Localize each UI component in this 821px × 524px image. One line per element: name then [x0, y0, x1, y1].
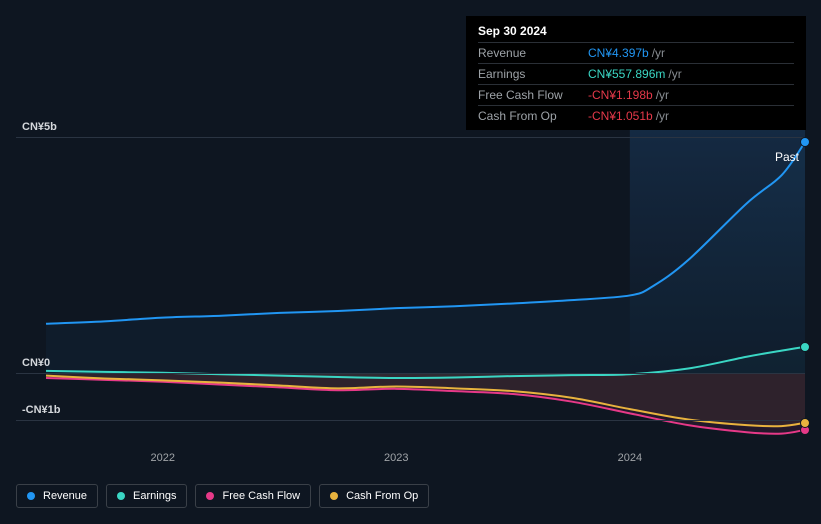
- legend-item-label: Cash From Op: [346, 490, 418, 502]
- tooltip-row-value: -CN¥1.051b/yr: [588, 109, 794, 123]
- legend-item-earnings[interactable]: Earnings: [106, 484, 187, 508]
- y-axis-label: CN¥5b: [22, 121, 57, 133]
- x-axis-label: 2023: [384, 452, 408, 464]
- y-gridline: [16, 420, 805, 421]
- legend-item-cfo[interactable]: Cash From Op: [319, 484, 429, 508]
- tooltip-row: Free Cash Flow-CN¥1.198b/yr: [478, 84, 794, 105]
- tooltip-row: RevenueCN¥4.397b/yr: [478, 42, 794, 63]
- tooltip-row-label: Revenue: [478, 46, 588, 60]
- legend-item-fcf[interactable]: Free Cash Flow: [195, 484, 311, 508]
- tooltip-row-label: Cash From Op: [478, 109, 588, 123]
- tooltip-row: Cash From Op-CN¥1.051b/yr: [478, 105, 794, 126]
- x-axis-label: 2022: [151, 452, 175, 464]
- y-axis-label: -CN¥1b: [22, 404, 61, 416]
- series-endpoint-revenue: [800, 137, 810, 147]
- tooltip-row-label: Free Cash Flow: [478, 88, 588, 102]
- tooltip-row: EarningsCN¥557.896m/yr: [478, 63, 794, 84]
- tooltip-row-value: CN¥4.397b/yr: [588, 46, 794, 60]
- y-gridline: [16, 373, 805, 374]
- legend: Revenue Earnings Free Cash Flow Cash From O…: [16, 484, 429, 508]
- legend-dot-icon: [117, 492, 125, 500]
- series-endpoint-earnings: [800, 342, 810, 352]
- legend-item-label: Free Cash Flow: [222, 490, 300, 502]
- x-axis-label: 2024: [618, 452, 642, 464]
- legend-item-label: Revenue: [43, 490, 87, 502]
- legend-dot-icon: [206, 492, 214, 500]
- past-region-label: Past: [775, 150, 799, 164]
- tooltip-row-value: -CN¥1.198b/yr: [588, 88, 794, 102]
- tooltip-row-value: CN¥557.896m/yr: [588, 67, 794, 81]
- series-endpoint-cfo: [800, 418, 810, 428]
- legend-dot-icon: [330, 492, 338, 500]
- legend-dot-icon: [27, 492, 35, 500]
- y-gridline: [16, 137, 805, 138]
- chart-svg: [16, 128, 805, 444]
- tooltip-date: Sep 30 2024: [478, 24, 794, 42]
- legend-item-revenue[interactable]: Revenue: [16, 484, 98, 508]
- tooltip-panel: Sep 30 2024 RevenueCN¥4.397b/yrEarningsC…: [466, 16, 806, 130]
- legend-item-label: Earnings: [133, 490, 176, 502]
- chart-plot-area: [16, 128, 805, 444]
- y-axis-label: CN¥0: [22, 357, 50, 369]
- tooltip-row-label: Earnings: [478, 67, 588, 81]
